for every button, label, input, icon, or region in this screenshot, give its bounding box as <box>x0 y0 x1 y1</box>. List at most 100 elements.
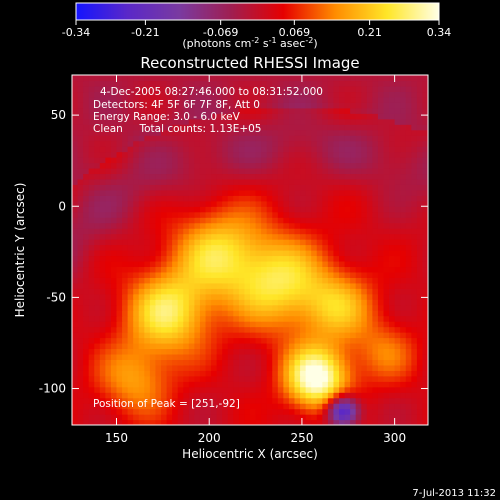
heatmap-cell <box>183 310 190 317</box>
heatmap-cell <box>188 146 195 153</box>
heatmap-cell <box>72 217 79 224</box>
heatmap-cell <box>255 260 262 268</box>
heatmap-cell <box>305 260 312 268</box>
heatmap-cell <box>400 239 407 246</box>
heatmap-cell <box>172 124 179 131</box>
heatmap-cell <box>83 189 90 196</box>
heatmap-cell <box>300 277 307 284</box>
heatmap-cell <box>355 173 362 180</box>
heatmap-cell <box>300 332 307 339</box>
heatmap-cell <box>94 321 101 328</box>
heatmap-cell <box>361 293 368 300</box>
heatmap-cell <box>194 233 201 240</box>
heatmap-cell <box>339 239 346 246</box>
heatmap-cell <box>266 80 273 87</box>
heatmap-cell <box>138 124 145 131</box>
heatmap-cell <box>372 140 379 147</box>
heatmap-cell <box>344 96 351 103</box>
heatmap-cell <box>272 135 279 142</box>
heatmap-cell <box>255 337 262 344</box>
heatmap-cell <box>188 222 195 229</box>
heatmap-cell <box>305 173 312 180</box>
heatmap-cell <box>166 348 173 355</box>
heatmap-cell <box>416 228 424 235</box>
heatmap-cell <box>344 91 351 98</box>
heatmap-cell <box>294 124 301 131</box>
heatmap-cell <box>416 282 424 289</box>
heatmap-cell <box>205 282 212 289</box>
heatmap-cell <box>72 348 79 355</box>
heatmap-cell <box>72 244 79 251</box>
heatmap-cell <box>183 299 190 306</box>
heatmap-cell <box>105 299 112 306</box>
heatmap-cell <box>199 167 207 175</box>
heatmap-cell <box>194 85 201 93</box>
heatmap-cell <box>194 178 201 185</box>
heatmap-cell <box>366 332 373 339</box>
heatmap-cell <box>138 85 145 93</box>
heatmap-cell <box>194 260 201 268</box>
heatmap-cell <box>183 304 190 311</box>
heatmap-cell <box>211 129 218 136</box>
heatmap-cell <box>316 151 323 158</box>
heatmap-cell <box>389 353 396 360</box>
heatmap-cell <box>372 386 379 393</box>
heatmap-cell <box>110 173 118 180</box>
heatmap-cell <box>372 375 379 382</box>
heatmap-cell <box>422 370 428 377</box>
heatmap-cell <box>305 91 312 98</box>
heatmap-cell <box>277 118 284 125</box>
heatmap-cell <box>266 118 273 125</box>
heatmap-cell <box>127 260 134 268</box>
heatmap-cell <box>83 255 90 262</box>
heatmap-cell <box>244 211 251 218</box>
heatmap-cell <box>72 353 79 360</box>
heatmap-cell <box>327 260 335 268</box>
heatmap-cell <box>211 162 218 169</box>
heatmap-cell <box>305 310 312 317</box>
heatmap-cell <box>416 271 424 278</box>
heatmap-cell <box>344 189 351 196</box>
heatmap-cell <box>199 85 207 93</box>
heatmap-cell <box>272 353 279 360</box>
heatmap-cell <box>199 359 207 366</box>
heatmap-cell <box>255 244 262 251</box>
heatmap-cell <box>238 321 246 328</box>
heatmap-cell <box>172 200 179 207</box>
heatmap-cell <box>161 321 168 328</box>
heatmap-cell <box>122 173 129 180</box>
heatmap-cell <box>149 315 157 322</box>
heatmap-cell <box>266 392 273 399</box>
heatmap-cell <box>227 353 234 360</box>
heatmap-cell <box>300 173 307 180</box>
heatmap-cell <box>172 255 179 262</box>
heatmap-cell <box>122 348 129 355</box>
heatmap-cell <box>300 321 307 328</box>
heatmap-cell <box>144 348 151 355</box>
heatmap-cell <box>322 403 329 410</box>
heatmap-cell <box>294 359 301 366</box>
heatmap-cell <box>355 167 362 175</box>
heatmap-cell <box>300 217 307 224</box>
heatmap-cell <box>288 124 296 131</box>
heatmap-cell <box>400 91 407 98</box>
heatmap-cell <box>394 135 401 142</box>
heatmap-cell <box>377 408 385 415</box>
heatmap-cell <box>161 359 168 366</box>
heatmap-cell <box>138 304 145 311</box>
heatmap-cell <box>172 178 179 185</box>
heatmap-cell <box>272 124 279 131</box>
heatmap-cell <box>183 75 190 82</box>
heatmap-cell <box>116 102 123 109</box>
heatmap-cell <box>238 91 246 98</box>
heatmap-cell <box>238 75 246 82</box>
heatmap-cell <box>416 135 424 142</box>
heatmap-cell <box>183 217 190 224</box>
heatmap-cell <box>244 222 251 229</box>
heatmap-cell <box>110 228 118 235</box>
heatmap-cell <box>389 135 396 142</box>
heatmap-cell <box>377 228 385 235</box>
heatmap-cell <box>116 260 123 268</box>
heatmap-cell <box>138 342 145 350</box>
heatmap-cell <box>372 189 379 196</box>
